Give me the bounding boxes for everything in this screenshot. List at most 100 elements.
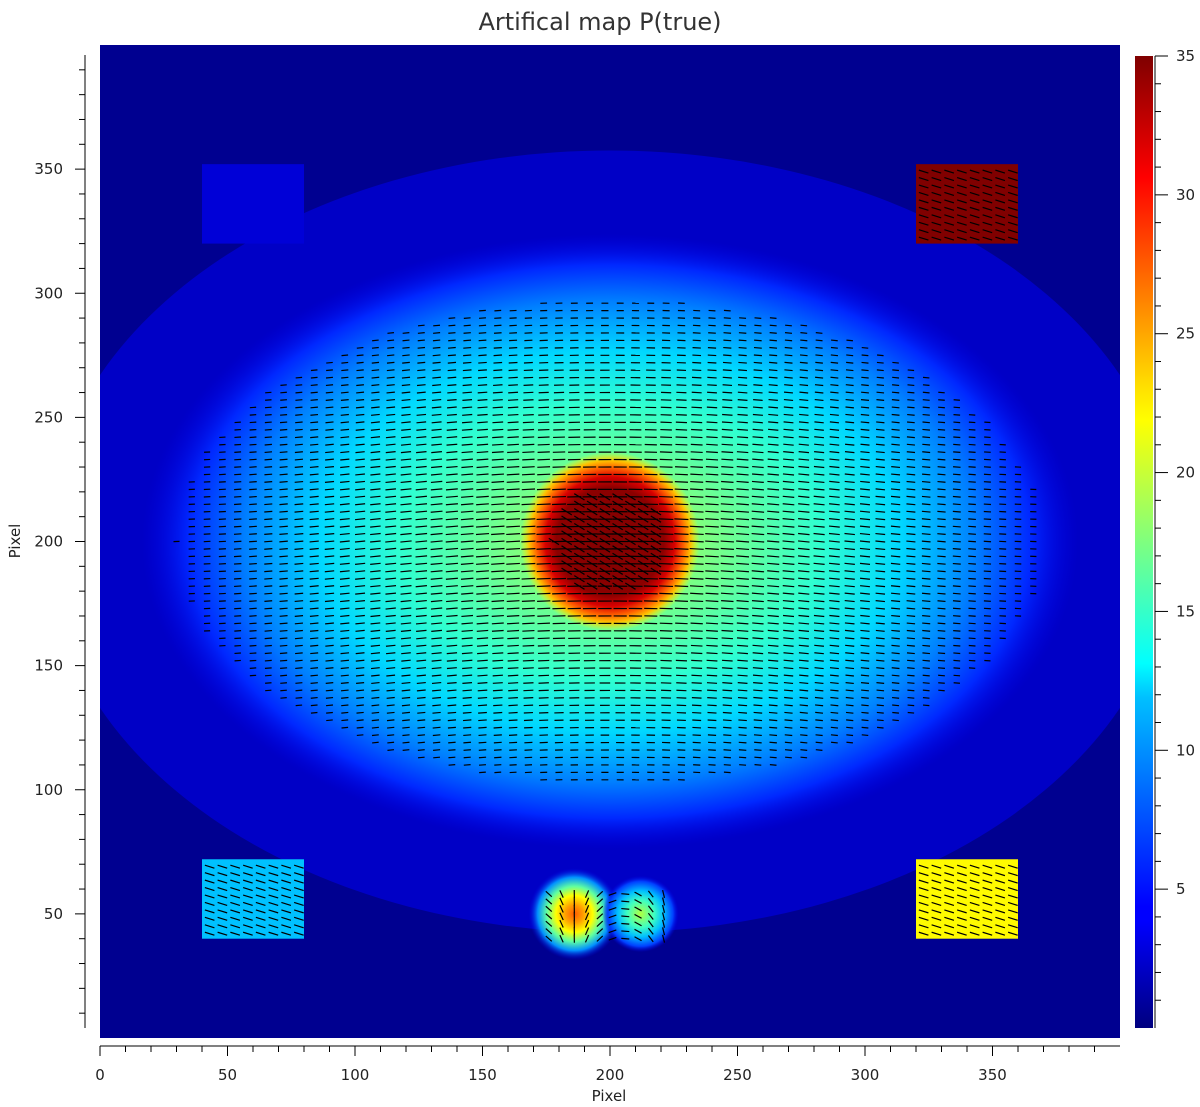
- vector-3018: [969, 214, 980, 219]
- vector-1608: [491, 518, 505, 521]
- vector-3227: [982, 864, 993, 869]
- vector-2401: [447, 406, 457, 409]
- vector-573: [507, 659, 519, 662]
- vector-950: [690, 607, 704, 610]
- vector-1287: [736, 562, 750, 565]
- vector-954: [752, 607, 764, 610]
- vector-2280: [845, 428, 855, 431]
- vector-912: [937, 615, 946, 617]
- vector-1684: [798, 510, 810, 513]
- vector-819: [325, 622, 334, 625]
- plot-area: [100, 45, 1120, 1038]
- vector-2660: [462, 361, 472, 364]
- vector-3092: [281, 916, 292, 921]
- vector-1207: [370, 570, 381, 573]
- vector-2106: [537, 451, 550, 453]
- vector-2121: [767, 451, 779, 454]
- vector-2899: [624, 582, 636, 590]
- vector-822: [370, 622, 381, 625]
- vector-2763: [432, 339, 441, 342]
- vector-1779: [536, 495, 551, 498]
- vector-2895: [573, 582, 585, 590]
- vector-2963: [561, 515, 573, 523]
- vector-1262: [354, 562, 366, 565]
- vector-2128: [875, 451, 885, 454]
- vector-2595: [691, 376, 702, 379]
- vector-882: [476, 614, 489, 618]
- vector-315: [768, 704, 778, 707]
- vector-3008: [944, 221, 955, 226]
- vector-869: [279, 615, 288, 617]
- vector-3284: [596, 898, 604, 905]
- vector-2096: [385, 451, 396, 454]
- vector-1256: [264, 562, 273, 565]
- vector-76: [402, 749, 410, 751]
- vector-414: [265, 682, 272, 684]
- vector-3081: [242, 924, 253, 929]
- vector-1176: [751, 577, 765, 580]
- vector-2531: [356, 384, 364, 387]
- vector-467: [355, 674, 365, 677]
- vector-816: [279, 622, 288, 625]
- vector-1882: [400, 480, 412, 484]
- vector-1379: [430, 547, 443, 551]
- vector-2564: [861, 384, 869, 387]
- vector-3245: [608, 929, 617, 934]
- vector-2984: [637, 500, 649, 508]
- vector-2945: [637, 537, 649, 546]
- vector-1434: [400, 540, 412, 543]
- vector-514: [355, 667, 365, 670]
- vector-2343: [295, 413, 303, 416]
- vector-2498: [523, 391, 534, 394]
- vector-1437: [445, 540, 459, 543]
- vector-1320: [385, 555, 397, 558]
- vector-1068: [813, 592, 825, 595]
- vector-933: [430, 607, 443, 610]
- vector-909: [891, 614, 901, 617]
- vector-1295: [859, 562, 871, 565]
- vector-3109: [293, 901, 304, 906]
- vector-3182: [918, 901, 929, 906]
- vector-2357: [507, 413, 519, 416]
- vector-1817: [264, 488, 273, 491]
- vector-2555: [722, 384, 733, 387]
- vector-875: [370, 614, 381, 618]
- vector-2284: [906, 428, 915, 431]
- vector-1376: [385, 547, 397, 551]
- vector-727: [537, 637, 550, 640]
- vector-27: [448, 764, 456, 766]
- vector-2994: [969, 236, 980, 241]
- vector-3007: [931, 221, 942, 226]
- vector-403: [783, 689, 794, 692]
- vector-2752: [769, 346, 778, 349]
- vector-2281: [860, 428, 870, 431]
- vector-1983: [294, 466, 304, 468]
- vector-1350: [844, 555, 855, 558]
- vector-2433: [938, 406, 945, 409]
- vector-1130: [906, 585, 916, 588]
- vector-1441: [506, 540, 521, 543]
- vector-1650: [279, 510, 288, 513]
- vector-209: [371, 719, 380, 722]
- vector-1914: [891, 480, 901, 483]
- vector-2087: [249, 451, 257, 453]
- vector-852: [829, 622, 840, 625]
- vector-1890: [521, 480, 535, 483]
- vector-789: [675, 629, 688, 632]
- vector-2782: [723, 339, 732, 342]
- vector-2722: [846, 354, 854, 357]
- vector-1680: [736, 510, 749, 513]
- vector-3273: [584, 904, 590, 913]
- vector-3152: [944, 931, 955, 936]
- vector-2962: [650, 522, 662, 531]
- vector-1830: [461, 488, 474, 491]
- vector-648: [891, 652, 900, 655]
- vector-360: [799, 696, 809, 699]
- vector-590: [768, 659, 779, 662]
- vector-165: [800, 734, 808, 737]
- vector-1858: [891, 488, 901, 491]
- vector-1283: [674, 562, 689, 565]
- vector-2619: [432, 369, 441, 372]
- vector-1188: [937, 577, 946, 580]
- vector-3142: [204, 864, 215, 869]
